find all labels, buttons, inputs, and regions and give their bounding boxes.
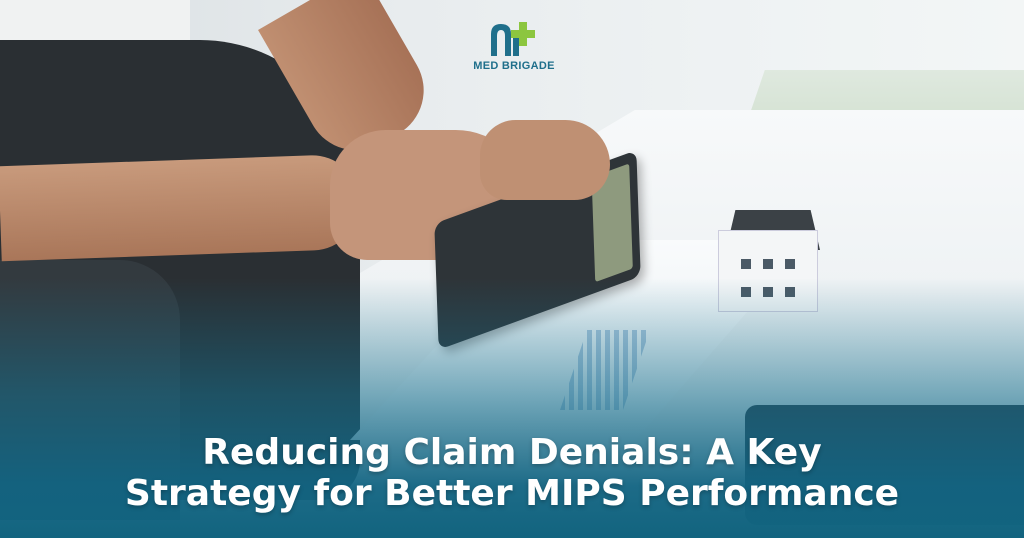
house-window xyxy=(741,259,751,269)
house-window xyxy=(785,259,795,269)
headline-line-2: Strategy for Better MIPS Performance xyxy=(124,473,900,514)
fingers xyxy=(480,120,610,200)
headline: Reducing Claim Denials: A Key Strategy f… xyxy=(0,432,1024,514)
logo-mark-icon xyxy=(491,22,535,56)
logo-text: MED BRIGADE xyxy=(473,60,555,72)
headline-line-1: Reducing Claim Denials: A Key xyxy=(202,432,822,473)
house-window xyxy=(763,259,773,269)
forearm xyxy=(0,153,362,262)
teal-overlay xyxy=(0,278,1024,538)
med-brigade-logo: MED BRIGADE xyxy=(468,18,560,72)
